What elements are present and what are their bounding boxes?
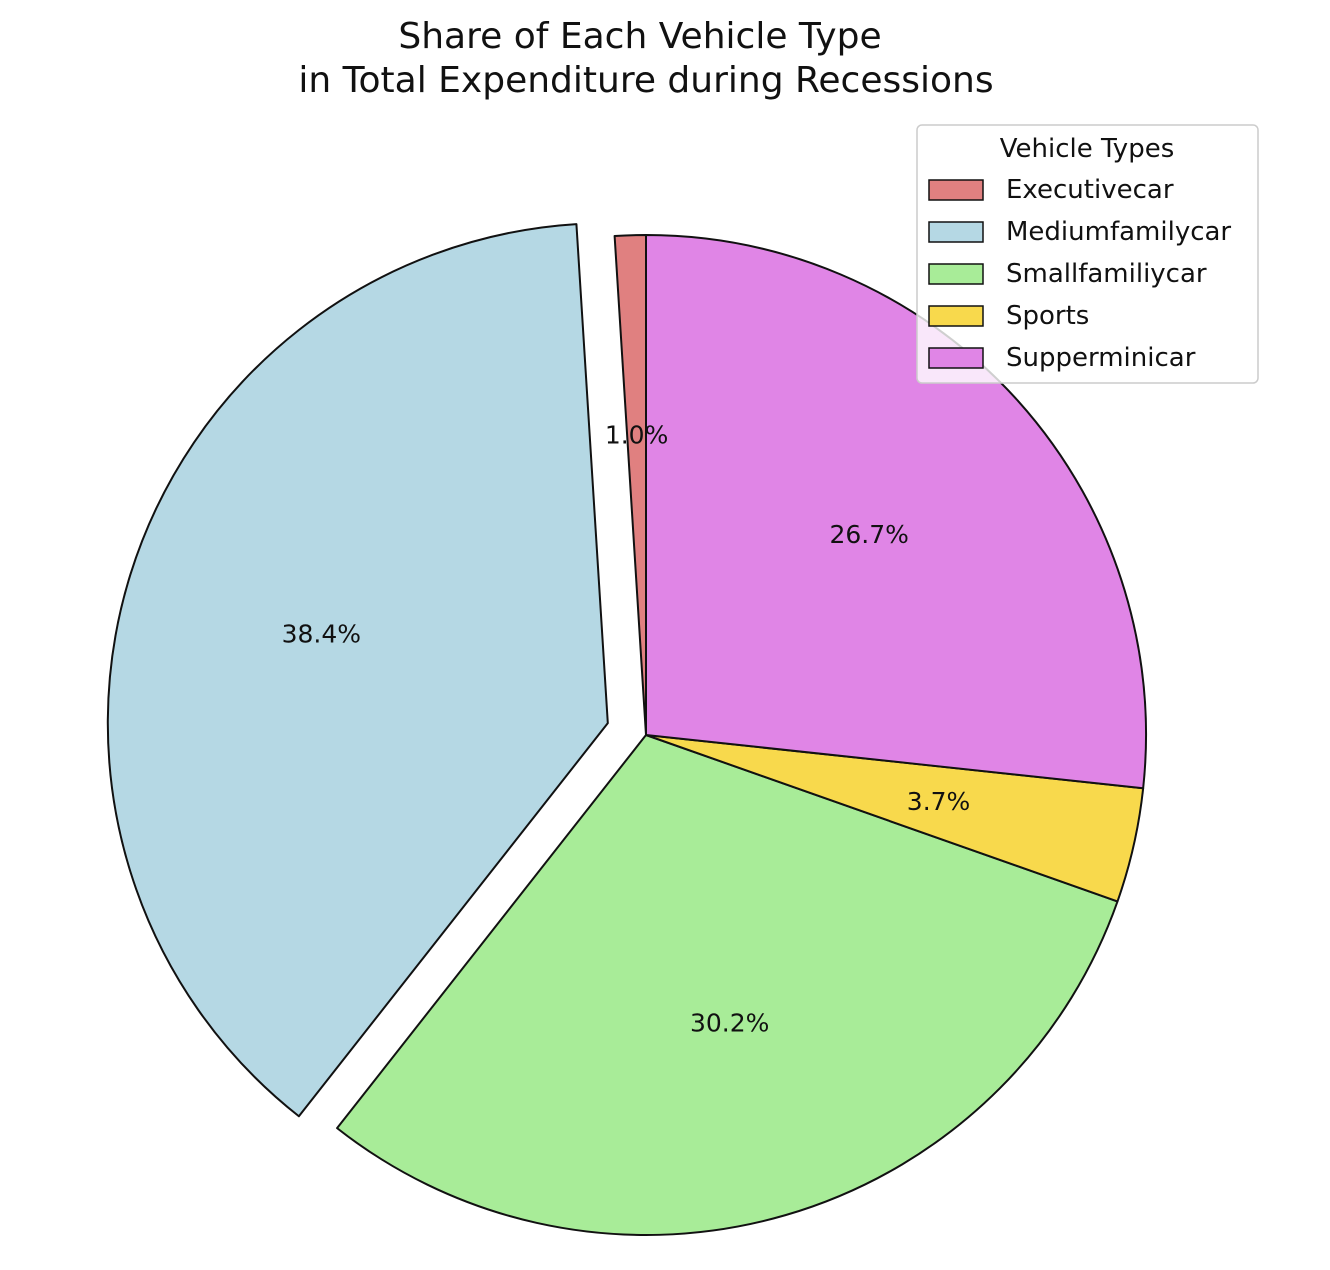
legend-frame — [916, 124, 1259, 384]
legend-items: Executivecar Mediumfamilycar Smallfamiliyc… — [928, 175, 1231, 373]
pie-slice-mediumfamilycar — [106, 223, 609, 1118]
legend-swatch-supperminicar — [928, 347, 984, 369]
legend-item-smallfamiliycar: Smallfamiliycar — [928, 259, 1207, 289]
legend-label-mediumfamilycar: Mediumfamilycar — [1006, 217, 1231, 247]
chart-title-line-2: in Total Expenditure during Recessions — [298, 60, 993, 101]
legend-item-supperminicar: Supperminicar — [928, 343, 1196, 373]
legend-swatch-mediumfamilycar — [928, 221, 984, 243]
legend-label-supperminicar: Supperminicar — [1006, 343, 1196, 373]
legend-label-executivecar: Executivecar — [1006, 175, 1174, 205]
pie-label-mediumfamilycar: 38.4% — [282, 620, 361, 649]
pie-label-supperminicar: 26.7% — [829, 520, 908, 549]
legend-title: Vehicle Types — [1000, 134, 1175, 164]
legend-swatch-smallfamiliycar — [928, 263, 984, 285]
legend-item-executivecar: Executivecar — [928, 175, 1174, 205]
pie-label-sports: 3.7% — [907, 787, 971, 816]
legend-label-smallfamiliycar: Smallfamiliycar — [1006, 259, 1207, 289]
pie-slice-supperminicar — [645, 234, 1147, 790]
pie-label-executivecar: 1.0% — [605, 421, 669, 450]
pie-label-smallfamiliycar: 30.2% — [690, 1009, 769, 1038]
legend: Vehicle Types Executivecar Mediumfamilyca… — [916, 124, 1259, 384]
chart-title-line-1: Share of Each Vehicle Type — [398, 16, 881, 57]
legend-item-sports: Sports — [928, 301, 1089, 331]
pie-slice-smallfamiliycar — [336, 734, 1119, 1236]
pie-slices — [106, 223, 1147, 1236]
pie-slice-executivecar — [613, 234, 647, 736]
legend-item-mediumfamilycar: Mediumfamilycar — [928, 217, 1231, 247]
legend-swatch-executivecar — [928, 179, 984, 201]
pie-percent-labels: 1.0% 38.4% 30.2% 3.7% 26.7% — [282, 421, 971, 1038]
legend-label-sports: Sports — [1006, 301, 1089, 331]
legend-swatch-sports — [928, 305, 984, 327]
